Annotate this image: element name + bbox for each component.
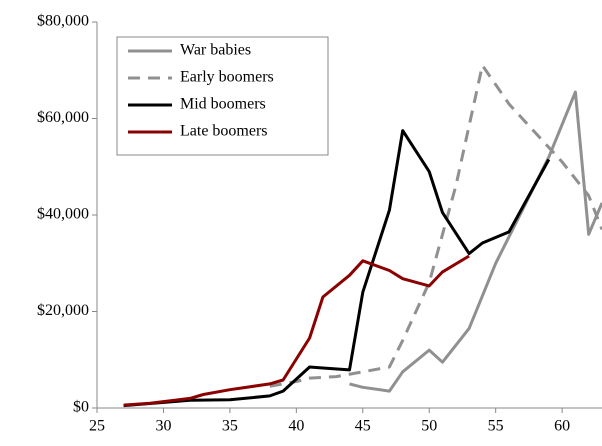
x-tick-label: 55 (488, 418, 504, 435)
x-tick-label: 35 (222, 418, 238, 435)
y-tick-label: $60,000 (37, 109, 89, 126)
legend-label: Late boomers (180, 123, 268, 140)
x-tick-label: 25 (89, 418, 105, 435)
y-tick-label: $40,000 (37, 206, 89, 223)
legend-label: Mid boomers (180, 96, 266, 113)
legend-box (116, 36, 329, 156)
x-tick-label: 30 (155, 418, 171, 435)
series-line (123, 129, 551, 408)
y-tick-label: $20,000 (37, 302, 89, 319)
x-tick-label: 40 (288, 418, 304, 435)
legend-label: Early boomers (180, 69, 274, 86)
y-tick-label: $0 (73, 399, 89, 416)
series-line (349, 90, 602, 393)
series-line (269, 63, 602, 388)
x-tick-label: 60 (554, 418, 570, 435)
y-tick-label: $80,000 (37, 13, 89, 30)
legend-label: War babies (180, 42, 251, 59)
x-tick-label: 45 (355, 418, 371, 435)
x-tick-label: 50 (421, 418, 437, 435)
series-line (123, 254, 470, 407)
